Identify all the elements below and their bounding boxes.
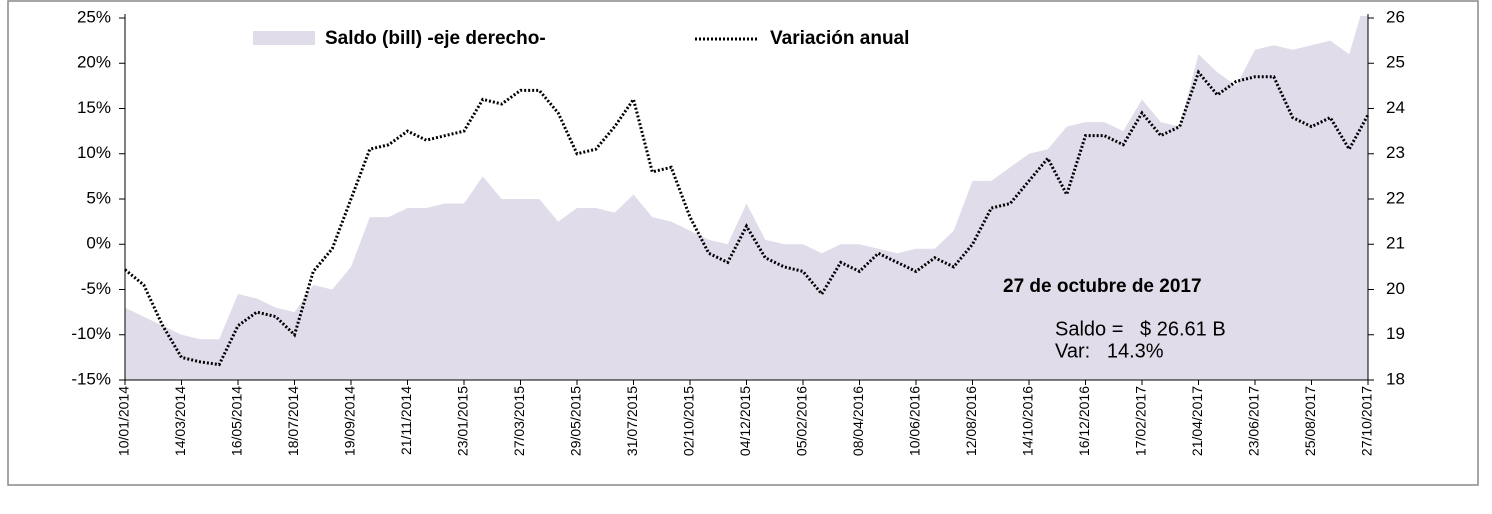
x-tick-label: 16/05/2014 [229,386,245,456]
x-tick-label: 27/10/2017 [1359,386,1375,456]
x-tick-label: 04/12/2015 [737,386,753,456]
x-tick-label: 08/04/2016 [850,386,866,456]
x-tick-label: 29/05/2015 [568,386,584,456]
y-tick-label: 10% [77,143,111,162]
y2-tick-label: 22 [1386,188,1405,207]
y2-tick-label: 26 [1386,7,1405,26]
x-tick-label: 21/11/2014 [398,386,414,455]
x-tick-label: 10/01/2014 [116,386,132,456]
frame [7,0,1479,486]
x-tick-label: 21/04/2017 [1189,386,1205,456]
legend-label: Variación anual [770,28,909,49]
legend-swatch [253,31,315,45]
x-tick-label: 19/09/2014 [342,386,358,456]
x-tick-label: 16/12/2016 [1076,386,1092,456]
annotation: Var: 14.3% [1055,340,1164,362]
y-tick-label: 25% [77,7,111,26]
y-tick-label: -10% [71,324,111,343]
y2-tick-label: 24 [1386,98,1405,117]
x-tick-label: 17/02/2017 [1133,386,1149,456]
line [124,69,1370,367]
annotation: 27 de octubre de 2017 [1003,276,1202,297]
area-layer [125,16,1368,380]
x-tick-label: 02/10/2015 [681,386,697,456]
y-tick-label: 20% [77,53,111,72]
x-tick-label: 18/07/2014 [285,386,301,456]
y-tick-label: -15% [71,369,111,388]
y-tick-label: 0% [86,234,111,253]
x-tick-label: 14/10/2016 [1020,386,1036,456]
line-layer [124,69,1370,367]
y2-tick-label: 19 [1386,324,1405,343]
y-tick-label: -5% [81,279,111,298]
y2-tick-label: 20 [1386,279,1405,298]
x-tick-label: 25/08/2017 [1302,386,1318,456]
x-tick-label: 12/08/2016 [963,386,979,456]
x-tick-label: 31/07/2015 [624,386,640,456]
annotation: Saldo = $ 26.61 B [1055,318,1226,340]
y2-tick-label: 25 [1386,53,1405,72]
y-tick-label: 15% [77,98,111,117]
y-tick-label: 5% [86,188,111,207]
x-tick-label: 10/06/2016 [907,386,923,456]
x-tick-label: 05/02/2016 [794,386,810,456]
x-tick-label: 14/03/2014 [172,386,188,456]
area [125,16,1368,380]
x-tick-label: 23/06/2017 [1246,386,1262,456]
x-tick-label: 27/03/2015 [511,386,527,456]
y2-tick-label: 18 [1386,369,1405,388]
y2-tick-label: 21 [1386,234,1405,253]
legend-label: Saldo (bill) -eje derecho- [325,28,546,49]
y2-tick-label: 23 [1386,143,1405,162]
x-tick-label: 23/01/2015 [455,386,471,456]
